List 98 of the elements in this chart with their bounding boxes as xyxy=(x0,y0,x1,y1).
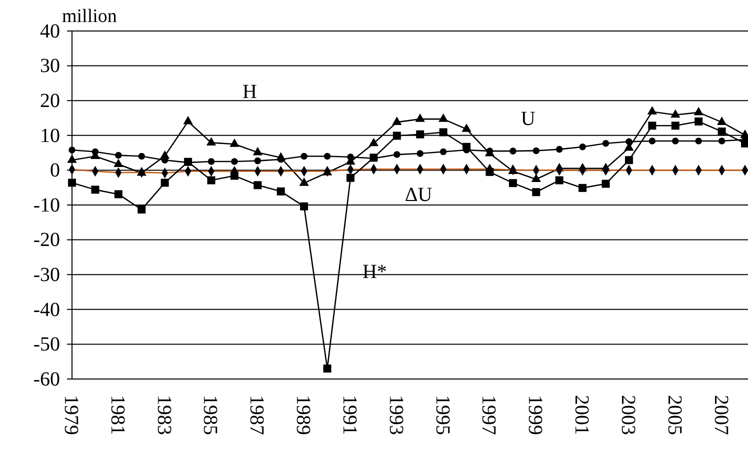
point xyxy=(160,178,169,187)
y-tick-label: -20 xyxy=(33,229,60,252)
x-tick-label: 1999 xyxy=(524,395,546,435)
point xyxy=(648,122,656,130)
x-tick-label: 2005 xyxy=(663,395,686,435)
point xyxy=(555,176,564,184)
point xyxy=(254,181,262,190)
point xyxy=(347,154,354,160)
x-tick-label: 2001 xyxy=(570,395,593,435)
x-tick-label: 1981 xyxy=(106,395,128,435)
x-tick-label: 1995 xyxy=(431,395,454,435)
point xyxy=(323,364,332,373)
point xyxy=(114,158,124,168)
point xyxy=(300,202,308,210)
point xyxy=(392,132,401,140)
x-tick-label: 2007 xyxy=(710,395,732,435)
point xyxy=(438,113,448,122)
y-tick-label: 10 xyxy=(40,124,60,147)
x-tick-label: 1993 xyxy=(384,395,407,435)
y-tick-label: -30 xyxy=(33,264,60,286)
point xyxy=(392,116,402,125)
point xyxy=(462,142,471,151)
point xyxy=(138,206,146,214)
point xyxy=(252,146,262,156)
point xyxy=(368,138,378,146)
point xyxy=(138,152,146,160)
point xyxy=(206,137,216,146)
point xyxy=(440,148,447,156)
point xyxy=(579,144,586,150)
point xyxy=(532,188,540,196)
point xyxy=(415,113,425,122)
point xyxy=(626,138,632,146)
y-tick-label: 40 xyxy=(40,20,60,42)
point xyxy=(300,152,308,160)
point xyxy=(647,106,657,115)
point xyxy=(694,117,703,126)
point xyxy=(394,151,400,158)
y-tick-label: 0 xyxy=(50,160,60,182)
point xyxy=(716,116,727,125)
point xyxy=(68,146,76,154)
point xyxy=(531,174,541,182)
point xyxy=(741,139,748,148)
point xyxy=(648,138,656,144)
y-tick-label: -10 xyxy=(33,194,60,216)
y-axis-title: million xyxy=(62,6,118,27)
series-label: U xyxy=(520,108,536,130)
point xyxy=(254,157,262,164)
point xyxy=(207,176,216,184)
point xyxy=(718,138,726,144)
point xyxy=(694,106,704,116)
series-label: H xyxy=(242,81,257,104)
point xyxy=(578,184,587,192)
point xyxy=(671,122,680,130)
point xyxy=(416,130,424,138)
point xyxy=(346,174,354,182)
x-tick-label: 1991 xyxy=(338,395,360,435)
x-tick-label: 1989 xyxy=(292,395,314,435)
point xyxy=(462,124,472,132)
point xyxy=(532,147,540,154)
x-tick-label: 1979 xyxy=(60,395,82,435)
y-tick-label: -40 xyxy=(33,298,60,321)
point xyxy=(231,158,238,165)
x-tick-label: 1987 xyxy=(246,395,268,435)
point xyxy=(91,186,100,194)
x-tick-label: 1985 xyxy=(199,395,222,435)
point xyxy=(230,172,238,180)
point xyxy=(602,140,610,147)
series-label: ΔU xyxy=(404,184,433,206)
point xyxy=(68,178,76,187)
point xyxy=(510,148,516,154)
point xyxy=(439,128,448,136)
y-tick-label: 30 xyxy=(40,55,60,78)
point xyxy=(67,154,77,163)
point xyxy=(276,187,285,196)
y-tick-label: 20 xyxy=(40,90,60,112)
x-tick-label: 1983 xyxy=(152,395,175,435)
point xyxy=(670,109,680,118)
point xyxy=(718,128,726,136)
point xyxy=(508,179,517,188)
point xyxy=(115,152,122,159)
point xyxy=(416,150,424,157)
point xyxy=(324,152,331,160)
point xyxy=(230,138,240,147)
point xyxy=(624,156,633,164)
x-tick-label: 2003 xyxy=(616,395,639,435)
point xyxy=(672,138,679,144)
y-tick-label: -60 xyxy=(33,368,60,390)
point xyxy=(299,178,309,186)
point xyxy=(602,180,610,188)
x-tick-label: 1997 xyxy=(478,395,500,435)
point xyxy=(183,116,193,124)
y-tick-label: -50 xyxy=(33,334,60,356)
point xyxy=(92,148,99,156)
point xyxy=(695,138,702,144)
point xyxy=(208,158,215,165)
point xyxy=(556,146,563,153)
point xyxy=(486,168,494,176)
point xyxy=(114,190,122,198)
